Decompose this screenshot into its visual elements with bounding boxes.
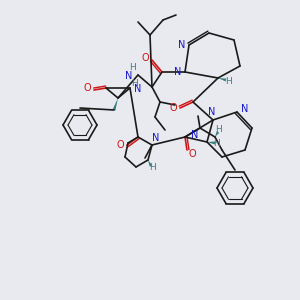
Text: H: H [148,163,155,172]
Text: H: H [225,76,231,85]
Text: O: O [188,149,196,159]
Polygon shape [215,131,219,137]
Polygon shape [218,78,226,82]
Text: H: H [130,79,137,88]
Text: N: N [174,67,182,77]
Text: N: N [191,130,199,140]
Text: N: N [241,104,249,114]
Polygon shape [207,142,215,145]
Text: O: O [141,53,149,63]
Text: N: N [178,40,186,50]
Text: N: N [125,71,133,81]
Polygon shape [112,98,118,110]
Text: H: H [130,64,136,73]
Polygon shape [148,160,152,167]
Text: N: N [208,107,216,117]
Text: O: O [116,140,124,150]
Text: N: N [134,84,142,94]
Text: H: H [216,125,222,134]
Text: O: O [169,103,177,113]
Text: N: N [152,133,160,143]
Text: O: O [83,83,91,93]
Text: H: H [214,140,220,148]
